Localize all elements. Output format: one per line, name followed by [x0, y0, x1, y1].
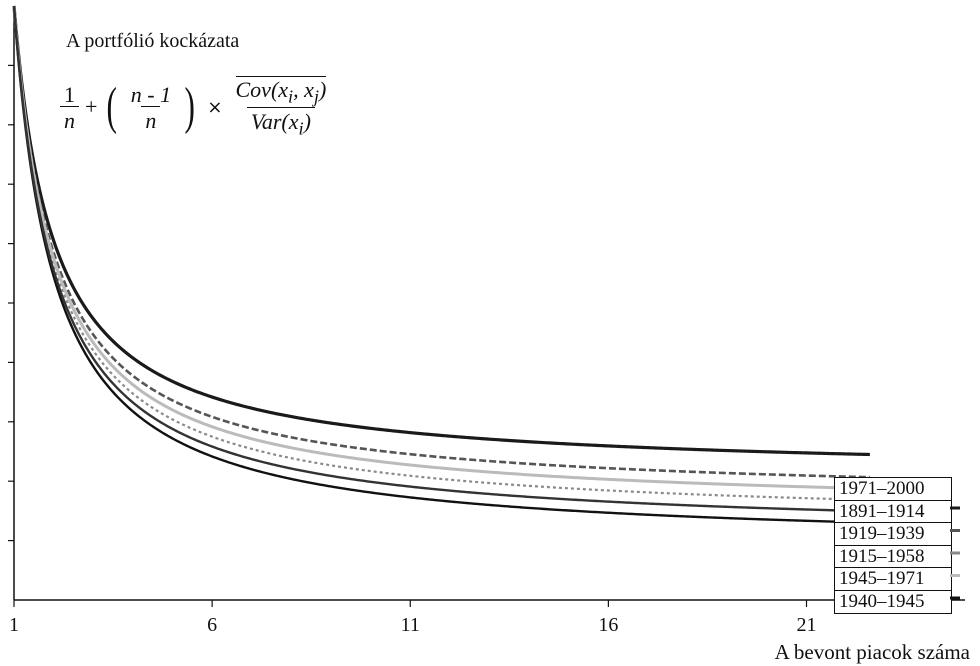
chart-title: A portfólió kockázata	[66, 30, 240, 52]
formula-fraction-3: Cov(xi, xj) Var(xi)	[232, 76, 331, 138]
series-line	[12, 5, 870, 502]
legend-item: 1891–1914	[835, 501, 951, 523]
x-tick-label: 16	[598, 614, 618, 636]
x-tick-label: 21	[797, 614, 817, 636]
x-tick-labels: 1 6 11 16 21	[9, 614, 817, 636]
series-line	[12, 5, 870, 524]
x-tick-label: 1	[9, 614, 19, 636]
formula-plus: +	[85, 94, 98, 120]
legend-item: 1940–1945	[839, 590, 925, 612]
x-tick-label: 6	[207, 614, 217, 636]
legend-swatches	[950, 506, 960, 600]
x-tick-label: 11	[401, 614, 420, 636]
formula-term2-numerator: n - 1	[130, 81, 172, 107]
formula-term1-numerator: 1	[64, 81, 75, 107]
formula-fraction-1: 1 n	[60, 81, 79, 132]
x-axis-label: A bevont piacok száma	[774, 640, 970, 664]
formula-right-paren: )	[184, 78, 195, 136]
formula-times: ×	[207, 96, 223, 118]
series-line	[12, 5, 870, 479]
formula-left-paren: (	[106, 78, 118, 136]
formula-term1-denominator: n	[60, 105, 79, 132]
series-line	[12, 5, 870, 491]
formula-term3-numerator: Cov(xi, xj)	[235, 76, 327, 107]
series-lines	[12, 5, 870, 524]
legend: 1971–2000 1891–1914 1919–1939 1915–1958 1945…	[834, 477, 952, 614]
formula-fraction-2: n - 1 n	[127, 81, 175, 132]
legend-item: 1971–2000	[835, 478, 951, 501]
series-line	[12, 5, 870, 457]
legend-item: 1919–1939	[835, 523, 951, 546]
formula-term3-denominator: Var(xi)	[246, 106, 315, 139]
series-line	[12, 5, 870, 513]
legend-item: 1945–1971	[835, 568, 951, 591]
axes	[8, 6, 965, 607]
formula-term2-denominator: n	[141, 105, 161, 132]
legend-item: 1915–1958	[835, 546, 951, 568]
formula: 1 n + ( n - 1 n ) × Cov(xi, xj) Var(xi)	[60, 76, 330, 138]
